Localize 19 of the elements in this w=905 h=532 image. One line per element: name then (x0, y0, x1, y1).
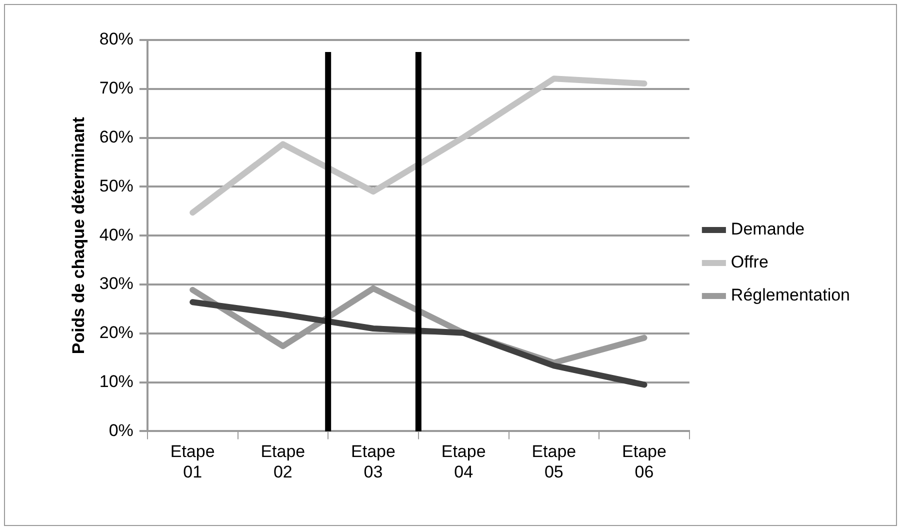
y-tick-label: 70% (99, 78, 134, 98)
y-axis-title: Poids de chaque déterminant (68, 116, 88, 354)
x-tick-label: Etape 05 (532, 442, 576, 482)
legend-label: Offre (730, 252, 768, 272)
x-tick-label: Etape 06 (622, 442, 666, 482)
x-tick-label: Etape 01 (170, 442, 215, 482)
y-tick-label: 10% (99, 372, 134, 391)
x-tick-label: Etape 02 (260, 442, 306, 482)
y-tick-label: 40% (99, 225, 134, 244)
y-tick-label: 20% (99, 323, 134, 342)
y-tick-label: 0% (108, 420, 134, 440)
y-tick-label: 60% (99, 127, 134, 146)
x-tick-label: Etape 04 (441, 442, 486, 482)
legend-label: Réglementation (730, 286, 850, 305)
y-tick-label: 80% (99, 30, 134, 49)
y-tick-label: 30% (99, 274, 134, 294)
x-tick-label: Etape 03 (351, 442, 396, 482)
legend-label: Demande (730, 220, 805, 239)
y-tick-label: 50% (99, 176, 134, 196)
